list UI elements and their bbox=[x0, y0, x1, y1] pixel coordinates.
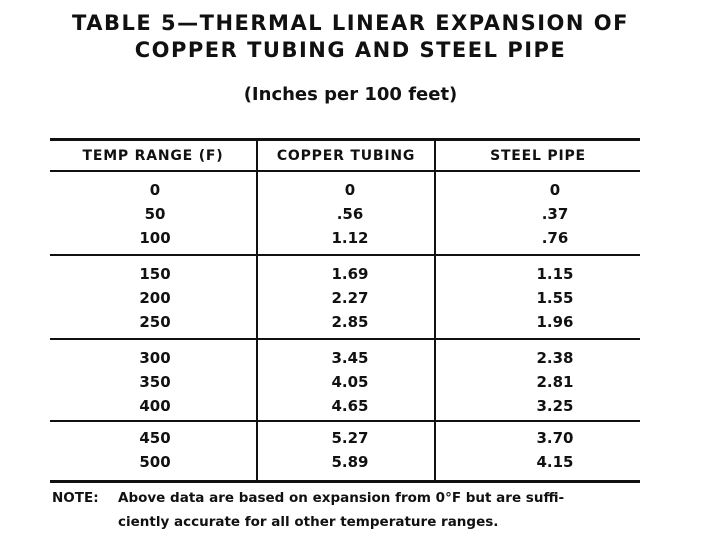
temp-cell: 50 bbox=[144, 205, 166, 223]
temp-cell: 150 bbox=[139, 265, 171, 283]
copper-cell: 4.05 bbox=[331, 373, 369, 391]
temp-cell: 250 bbox=[139, 313, 171, 331]
temp-cell: 300 bbox=[139, 349, 171, 367]
copper-cell: 0 bbox=[344, 181, 356, 199]
note-line-1: Above data are based on expansion from 0… bbox=[118, 490, 565, 506]
temp-cell: 350 bbox=[139, 373, 171, 391]
title-line-2: COPPER TUBING AND STEEL PIPE bbox=[134, 38, 567, 62]
table-subtitle: (Inches per 100 feet) bbox=[243, 84, 458, 105]
steel-cell: .37 bbox=[541, 205, 569, 223]
copper-cell: 1.12 bbox=[331, 229, 369, 247]
steel-cell: 3.70 bbox=[536, 429, 574, 447]
copper-cell: 2.27 bbox=[331, 289, 369, 307]
temp-cell: 200 bbox=[139, 289, 171, 307]
copper-cell: 5.89 bbox=[331, 453, 369, 471]
steel-cell: .76 bbox=[541, 229, 569, 247]
steel-cell: 0 bbox=[549, 181, 561, 199]
steel-cell: 1.15 bbox=[536, 265, 574, 283]
copper-cell: 4.65 bbox=[331, 397, 369, 415]
copper-cell: 3.45 bbox=[331, 349, 369, 367]
temp-cell: 100 bbox=[139, 229, 171, 247]
column-divider-1 bbox=[256, 140, 258, 483]
title-line-1: TABLE 5—THERMAL LINEAR EXPANSION OF bbox=[72, 11, 629, 35]
note-label: NOTE: bbox=[52, 490, 99, 506]
temp-cell: 0 bbox=[149, 181, 161, 199]
header-steel-pipe: STEEL PIPE bbox=[490, 148, 586, 164]
note-line-2: ciently accurate for all other temperatu… bbox=[118, 514, 499, 530]
copper-cell: 2.85 bbox=[331, 313, 369, 331]
steel-cell: 4.15 bbox=[536, 453, 574, 471]
copper-cell: 5.27 bbox=[331, 429, 369, 447]
group-rule-3 bbox=[50, 420, 640, 422]
temp-cell: 500 bbox=[139, 453, 171, 471]
steel-cell: 1.96 bbox=[536, 313, 574, 331]
copper-cell: .56 bbox=[336, 205, 364, 223]
header-copper-tubing: COPPER TUBING bbox=[276, 148, 416, 164]
column-divider-2 bbox=[434, 140, 436, 483]
header-temp-range: TEMP RANGE (F) bbox=[82, 148, 224, 164]
table-title: TABLE 5—THERMAL LINEAR EXPANSION OF COPP… bbox=[0, 10, 701, 64]
temp-cell: 450 bbox=[139, 429, 171, 447]
steel-cell: 1.55 bbox=[536, 289, 574, 307]
table-top-rule bbox=[50, 138, 640, 141]
steel-cell: 2.38 bbox=[536, 349, 574, 367]
table-bottom-rule bbox=[50, 480, 640, 483]
table-note: NOTE: Above data are based on expansion f… bbox=[52, 486, 564, 534]
group-rule-2 bbox=[50, 338, 640, 340]
steel-cell: 2.81 bbox=[536, 373, 574, 391]
group-rule-1 bbox=[50, 254, 640, 256]
steel-cell: 3.25 bbox=[536, 397, 574, 415]
header-rule bbox=[50, 170, 640, 172]
copper-cell: 1.69 bbox=[331, 265, 369, 283]
temp-cell: 400 bbox=[139, 397, 171, 415]
